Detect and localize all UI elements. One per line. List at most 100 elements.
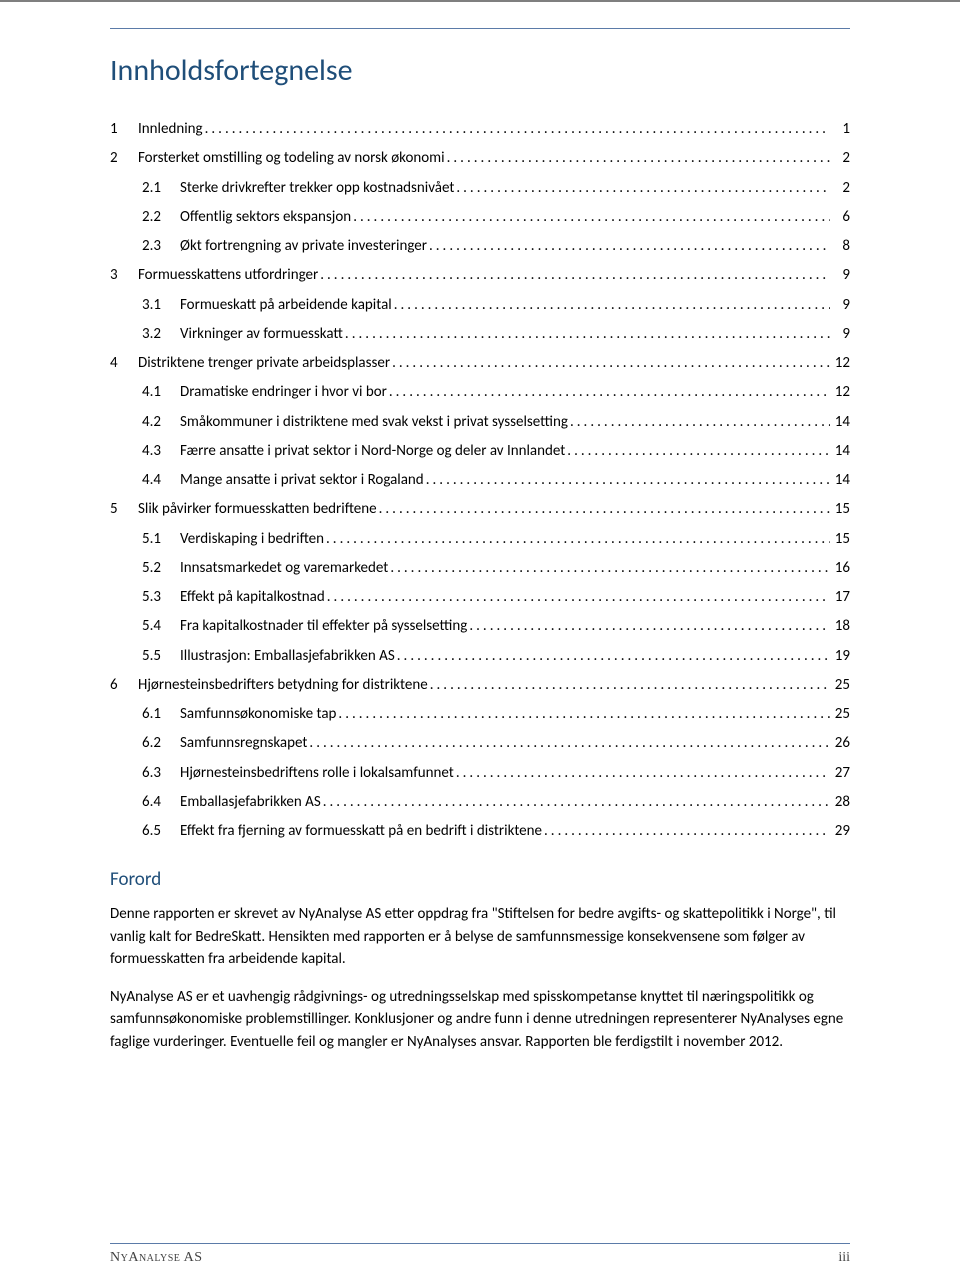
toc-entry[interactable]: 6Hjørnesteinsbedrifters betydning for di… — [110, 671, 850, 700]
page-footer: NyAnalyse AS iii — [110, 1243, 850, 1266]
toc-entry[interactable]: 3.2Virkninger av formuesskatt 9 — [142, 320, 850, 349]
toc-leader-dots — [390, 554, 830, 583]
toc-entry-number: 6.3 — [142, 759, 180, 788]
toc-entry-page: 17 — [830, 583, 850, 612]
toc-leader-dots — [567, 437, 830, 466]
toc-entry-number: 2.1 — [142, 174, 180, 203]
document-page: Innholdsfortegnelse 1Innledning12Forster… — [0, 0, 960, 1288]
toc-entry[interactable]: 5.1Verdiskaping i bedriften15 — [142, 525, 850, 554]
toc-entry-text: Verdiskaping i bedriften — [180, 525, 326, 554]
toc-leader-dots — [320, 261, 830, 290]
toc-entry-number: 6.1 — [142, 700, 180, 729]
toc-entry-text: Innsatsmarkedet og varemarkedet — [180, 554, 390, 583]
toc-entry-number: 3.1 — [142, 291, 180, 320]
toc-entry-text: Fra kapitalkostnader til effekter på sys… — [180, 612, 469, 641]
toc-entry-text: Mange ansatte i privat sektor i Rogaland — [180, 466, 426, 495]
toc-entry-text: Virkninger av formuesskatt — [180, 320, 345, 349]
toc-entry-text: Hjørnesteinsbedriftens rolle i lokalsamf… — [180, 759, 456, 788]
toc-entry[interactable]: 6.1Samfunnsøkonomiske tap 25 — [142, 700, 850, 729]
toc-entry-page: 9 — [830, 320, 850, 349]
toc-entry[interactable]: 6.4Emballasjefabrikken AS28 — [142, 788, 850, 817]
toc-entry[interactable]: 3.1Formueskatt på arbeidende kapital9 — [142, 291, 850, 320]
toc-entry[interactable]: 4Distriktene trenger private arbeidsplas… — [110, 349, 850, 378]
toc-entry-page: 25 — [830, 700, 850, 729]
toc-leader-dots — [323, 788, 830, 817]
toc-leader-dots — [397, 642, 830, 671]
toc-entry-number: 3.2 — [142, 320, 180, 349]
toc-entry-text: Dramatiske endringer i hvor vi bor — [180, 378, 389, 407]
toc-leader-dots — [456, 174, 830, 203]
toc-entry-page: 12 — [830, 378, 850, 407]
table-of-contents: 1Innledning12Forsterket omstilling og to… — [110, 115, 850, 846]
toc-leader-dots — [429, 232, 830, 261]
forord-heading: Forord — [110, 868, 850, 891]
toc-entry[interactable]: 5.5Illustrasjon: Emballasjefabrikken AS1… — [142, 642, 850, 671]
toc-entry-number: 5 — [110, 495, 138, 524]
forord-paragraph: NyAnalyse AS er et uavhengig rådgivnings… — [110, 986, 850, 1054]
toc-leader-dots — [353, 203, 830, 232]
toc-entry-page: 8 — [830, 232, 850, 261]
toc-leader-dots — [447, 144, 830, 173]
toc-entry-page: 6 — [830, 203, 850, 232]
toc-entry-number: 4.3 — [142, 437, 180, 466]
toc-entry-page: 29 — [830, 817, 850, 846]
toc-entry-text: Emballasjefabrikken AS — [180, 788, 323, 817]
toc-entry-text: Hjørnesteinsbedrifters betydning for dis… — [138, 671, 430, 700]
toc-entry-number: 2 — [110, 144, 138, 173]
toc-entry-text: Innledning — [138, 115, 205, 144]
page-title: Innholdsfortegnelse — [110, 52, 850, 89]
toc-entry-number: 2.3 — [142, 232, 180, 261]
toc-leader-dots — [309, 729, 830, 758]
toc-entry-page: 12 — [830, 349, 850, 378]
toc-entry-number: 6 — [110, 671, 138, 700]
toc-entry-page: 2 — [830, 174, 850, 203]
toc-leader-dots — [430, 671, 830, 700]
toc-entry-page: 14 — [830, 408, 850, 437]
toc-leader-dots — [327, 583, 830, 612]
toc-leader-dots — [389, 378, 830, 407]
toc-entry[interactable]: 6.5Effekt fra fjerning av formuesskatt p… — [142, 817, 850, 846]
toc-leader-dots — [544, 817, 830, 846]
toc-entry[interactable]: 5.3Effekt på kapitalkostnad17 — [142, 583, 850, 612]
toc-entry-text: Effekt fra fjerning av formuesskatt på e… — [180, 817, 544, 846]
toc-entry[interactable]: 4.3Færre ansatte i privat sektor i Nord-… — [142, 437, 850, 466]
toc-entry-number: 5.3 — [142, 583, 180, 612]
toc-entry-page: 14 — [830, 466, 850, 495]
toc-entry-text: Samfunnsøkonomiske tap — [180, 700, 338, 729]
toc-entry[interactable]: 6.3Hjørnesteinsbedriftens rolle i lokals… — [142, 759, 850, 788]
toc-leader-dots — [379, 495, 830, 524]
toc-entry-page: 27 — [830, 759, 850, 788]
toc-entry[interactable]: 3Formuesskattens utfordringer9 — [110, 261, 850, 290]
toc-entry-text: Sterke drivkrefter trekker opp kostnadsn… — [180, 174, 456, 203]
footer-page-number: iii — [838, 1250, 850, 1266]
toc-leader-dots — [392, 349, 830, 378]
toc-entry-number: 5.2 — [142, 554, 180, 583]
toc-entry[interactable]: 2.1Sterke drivkrefter trekker opp kostna… — [142, 174, 850, 203]
toc-entry-page: 26 — [830, 729, 850, 758]
toc-entry[interactable]: 5.4Fra kapitalkostnader til effekter på … — [142, 612, 850, 641]
toc-entry[interactable]: 4.4Mange ansatte i privat sektor i Rogal… — [142, 466, 850, 495]
toc-entry-text: Distriktene trenger private arbeidsplass… — [138, 349, 392, 378]
toc-entry[interactable]: 1Innledning1 — [110, 115, 850, 144]
toc-entry-page: 15 — [830, 495, 850, 524]
toc-entry[interactable]: 4.1Dramatiske endringer i hvor vi bor12 — [142, 378, 850, 407]
toc-entry-text: Formueskatt på arbeidende kapital — [180, 291, 394, 320]
toc-entry-text: Småkommuner i distriktene med svak vekst… — [180, 408, 570, 437]
toc-leader-dots — [345, 320, 830, 349]
toc-entry[interactable]: 2.2Offentlig sektors ekspansjon6 — [142, 203, 850, 232]
toc-entry[interactable]: 2Forsterket omstilling og todeling av no… — [110, 144, 850, 173]
toc-entry-number: 5.1 — [142, 525, 180, 554]
toc-entry-text: Offentlig sektors ekspansjon — [180, 203, 353, 232]
toc-entry[interactable]: 4.2Småkommuner i distriktene med svak ve… — [142, 408, 850, 437]
toc-entry[interactable]: 6.2Samfunnsregnskapet26 — [142, 729, 850, 758]
toc-entry[interactable]: 5.2Innsatsmarkedet og varemarkedet 16 — [142, 554, 850, 583]
toc-entry[interactable]: 2.3Økt fortrengning av private investeri… — [142, 232, 850, 261]
toc-entry-text: Færre ansatte i privat sektor i Nord-Nor… — [180, 437, 567, 466]
toc-entry-number: 3 — [110, 261, 138, 290]
toc-entry-page: 16 — [830, 554, 850, 583]
toc-leader-dots — [205, 115, 830, 144]
toc-entry-text: Økt fortrengning av private investeringe… — [180, 232, 429, 261]
toc-entry-number: 5.5 — [142, 642, 180, 671]
toc-entry-number: 4 — [110, 349, 138, 378]
toc-entry[interactable]: 5Slik påvirker formuesskatten bedriftene… — [110, 495, 850, 524]
